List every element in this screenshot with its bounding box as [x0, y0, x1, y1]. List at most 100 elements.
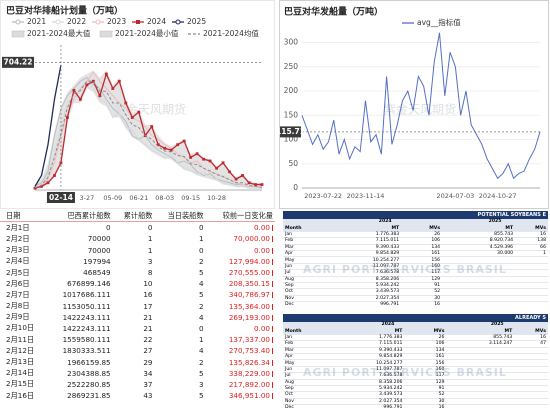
report-row: Nov 2.027.354 30 — [283, 398, 548, 406]
report-row: Sep 5.934.242 91 — [283, 282, 548, 290]
table-cell: 5 — [198, 391, 204, 401]
report-cell: 129 — [401, 276, 443, 283]
change-cell: 217,892.00 — [206, 379, 275, 390]
header-row: 日期 巴西累计船数 累计船数 当日装船数 较前一日变化量 — [0, 210, 275, 223]
change-cell: 135,826.34 — [206, 356, 275, 367]
report-cell — [515, 269, 548, 277]
report-row: Aug 8.358.206 129 — [283, 276, 548, 283]
table-row: 2月10日 1422243.111 21 0 0.00 — [0, 323, 275, 334]
table-cell: 2月4日 — [6, 256, 30, 266]
legend-label: 2025 — [187, 17, 206, 26]
report-cell: Feb — [283, 237, 329, 245]
report-cell: 1.776.383 — [329, 334, 405, 342]
x-tick-label: 05-09 — [103, 194, 122, 202]
report-cell: Feb — [283, 340, 330, 348]
legend-marker — [15, 19, 21, 25]
report-cell: 2.027.354 — [329, 398, 405, 406]
report-cell — [442, 263, 516, 271]
table-row: 2月1日 0 0 0 0.00 — [0, 222, 275, 234]
report-cell: 160 — [401, 263, 443, 271]
marker — [260, 183, 264, 186]
report-cell: 156 — [401, 256, 443, 264]
table-cell: 2月14日 — [6, 368, 35, 378]
legend-label: 2021 — [27, 17, 46, 26]
marker — [130, 116, 134, 119]
table-cell: 0 — [198, 323, 204, 333]
table-cell: 43 — [143, 391, 153, 401]
table-cell: 5 — [198, 368, 204, 378]
report-cell — [514, 391, 548, 399]
report-cell: Dec — [283, 301, 329, 307]
report-cell: Oct — [283, 391, 330, 399]
report-cell: 66 — [515, 244, 548, 251]
year-label: 2024 — [329, 322, 447, 329]
report-cell: 16 — [515, 231, 548, 239]
report-row: Nov 2.027.354 30 — [283, 295, 548, 303]
column-header: 当日装船数 — [154, 210, 206, 223]
table-cell: 3 — [198, 379, 204, 389]
marker — [33, 186, 37, 190]
table-cell: 0 — [198, 223, 204, 233]
chart-title: 巴豆对华排船计划量（万吨） — [6, 5, 123, 17]
marker — [111, 87, 115, 90]
report-row: Aug 8.358.206 129 — [283, 379, 548, 386]
report-cell: 1.776.383 — [328, 231, 402, 239]
report-cell: 106 — [401, 237, 443, 245]
column-header: MT — [329, 327, 405, 335]
report-cell — [514, 347, 548, 354]
report-cell: 9.854.829 — [329, 353, 405, 361]
y-tick-label: 100 — [284, 135, 299, 144]
report-cell: 16 — [401, 301, 443, 307]
report: ALREADY S 2024 2025 Month MT MVs MT MVs Jan 1.776… — [283, 314, 548, 410]
report-cell: 7.115.011 — [329, 340, 405, 348]
report-cell: Jul — [283, 269, 329, 277]
report-cell — [514, 366, 548, 374]
report-cell — [515, 276, 548, 283]
marker — [137, 110, 141, 114]
change-cell: 70,000.00 — [206, 233, 275, 244]
column-header: 较前一日变化量 — [205, 210, 275, 223]
change-cell: 269,193.00 — [206, 312, 275, 323]
report-cell: Mar — [283, 244, 329, 251]
watermark: AGRI PORT SERVICES BRASIL — [303, 263, 507, 276]
legend-label: 2024 — [147, 17, 166, 26]
change-cell: 127,994.00 — [206, 256, 275, 267]
table-cell: 1422243.111 — [62, 312, 111, 322]
table-cell: 1 — [147, 245, 153, 255]
x-tick-label: 3-27 — [80, 194, 95, 202]
report-cell: 8.358.206 — [329, 379, 405, 386]
report-cell: 3.439.573 — [328, 288, 402, 296]
report-cell: 9.390.433 — [328, 244, 402, 251]
table-row: 2月5日 468549 8 5 270,555.00 — [0, 267, 275, 278]
table-cell: 1 — [198, 234, 204, 244]
table-cell: 1966159.85 — [67, 357, 111, 367]
table-cell: 2 — [198, 357, 204, 367]
change-cell: 208,350.15 — [206, 278, 275, 289]
x-tick-label: 2023-07-22 — [304, 192, 342, 200]
report-cell — [446, 347, 515, 354]
table-row: 2月16日 2869231.85 43 5 346,951.00 — [0, 390, 275, 401]
column-header: MT — [442, 224, 516, 232]
report-cell: Nov — [283, 295, 329, 303]
table-cell: 0 — [198, 245, 204, 255]
table-row: 2月15日 2522280.85 37 3 217,892.00 — [0, 379, 275, 390]
table-cell: 197994 — [83, 256, 111, 266]
legend-label: avg__指标值 — [417, 17, 461, 27]
marker — [241, 174, 244, 177]
marker — [156, 143, 160, 147]
legend-marker — [95, 19, 101, 25]
report-cell: Jan — [283, 334, 330, 342]
report-row: Feb 7.115.011 106 3.114.247 47 — [283, 340, 548, 348]
report-cell — [442, 276, 516, 283]
report-cell — [442, 295, 516, 303]
table-cell: 34 — [143, 368, 153, 378]
table-cell: 0 — [106, 223, 111, 233]
y-tick-label: 200 — [284, 86, 299, 95]
x-tick-label: 08-03 — [155, 194, 174, 202]
x-tick-label: 2023-11-14 — [347, 192, 385, 200]
report-row: Dec 996.791 16 — [283, 404, 548, 410]
report-cell — [446, 391, 515, 399]
report-cell: Dec — [283, 404, 330, 410]
series-line — [34, 64, 62, 187]
report-cell: 2.027.354 — [328, 295, 402, 303]
